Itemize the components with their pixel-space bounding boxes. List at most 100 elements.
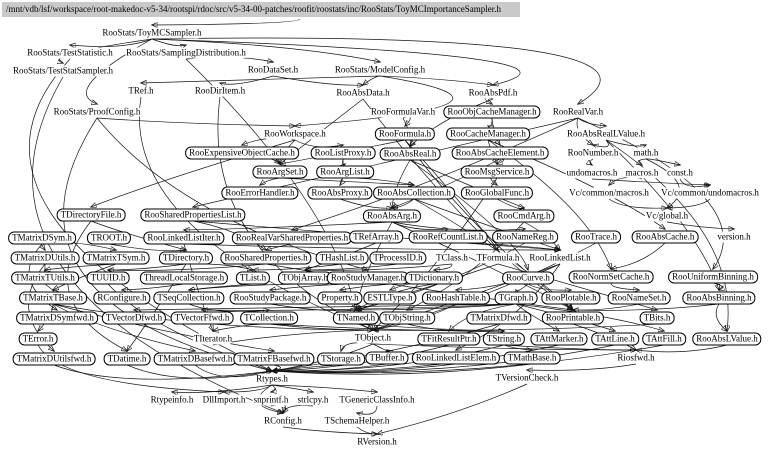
- graph-node[interactable]: TObject.h: [353, 332, 393, 344]
- graph-node[interactable]: RooFormulaVar.h: [369, 106, 437, 118]
- graph-node[interactable]: TBits.h: [639, 311, 675, 325]
- graph-node[interactable]: TObjString.h: [379, 311, 435, 325]
- graph-node[interactable]: DllImport.h: [201, 394, 247, 406]
- graph-node[interactable]: TBuffer.h: [365, 351, 409, 365]
- graph-node[interactable]: TGenericClassInfo.h: [338, 394, 416, 406]
- graph-node[interactable]: TUUID.h: [86, 271, 130, 285]
- graph-node[interactable]: TCollection.h: [240, 311, 298, 325]
- graph-node[interactable]: RooStats/TestStatSampler.h: [11, 65, 115, 77]
- graph-node[interactable]: TMathBase.h: [503, 351, 561, 365]
- graph-node[interactable]: TAttFill.h: [642, 332, 686, 346]
- graph-node[interactable]: TString.h: [482, 332, 526, 346]
- graph-node[interactable]: TMatrixDfwd.h: [466, 311, 532, 325]
- graph-node[interactable]: RooSharedProperties.h: [220, 251, 312, 265]
- graph-node[interactable]: RooStudyManager.h: [326, 271, 410, 285]
- graph-node[interactable]: TDictionary.h: [404, 271, 464, 285]
- graph-node[interactable]: Vc/common/undomacros.h: [660, 187, 760, 199]
- graph-node[interactable]: TRefArray.h: [349, 230, 403, 244]
- graph-node[interactable]: TStorage.h: [317, 352, 365, 366]
- graph-node[interactable]: RooRealVarSharedProperties.h: [231, 231, 353, 245]
- graph-node[interactable]: RVersion.h: [356, 436, 398, 448]
- graph-node[interactable]: RooNumber.h: [566, 147, 620, 159]
- graph-node[interactable]: Vc/global.h: [644, 210, 690, 222]
- graph-node[interactable]: version.h: [716, 231, 752, 243]
- graph-node[interactable]: RooRefCountList.h: [408, 230, 488, 244]
- graph-node[interactable]: TMatrixDSym.h: [8, 231, 76, 245]
- graph-node[interactable]: TList.h: [235, 271, 271, 285]
- graph-node[interactable]: Vc/common/macros.h: [568, 187, 650, 199]
- graph-node[interactable]: RooStats/SamplingDistribution.h: [125, 47, 247, 59]
- graph-node[interactable]: RooArgList.h: [316, 165, 374, 179]
- graph-node[interactable]: RooCmdArg.h: [493, 209, 555, 223]
- graph-node[interactable]: TFitResultPtr.h: [417, 332, 481, 346]
- graph-node[interactable]: RooAbsData.h: [335, 87, 391, 99]
- graph-node[interactable]: RooAbsRealLValue.h: [566, 128, 646, 140]
- graph-node[interactable]: snprintf.h: [252, 394, 290, 406]
- graph-node[interactable]: TDirectoryFile.h: [56, 208, 126, 222]
- graph-node[interactable]: RooNameSet.h: [607, 291, 671, 305]
- graph-node[interactable]: TRef.h: [127, 85, 155, 97]
- graph-node[interactable]: TMatrixDSymfwd.h: [16, 311, 98, 325]
- graph-node[interactable]: RooExpensiveObjectCache.h: [185, 146, 299, 160]
- graph-node[interactable]: RooAbsProxy.h: [307, 186, 373, 200]
- graph-node[interactable]: RooNameReg.h: [492, 230, 558, 244]
- graph-node[interactable]: RooTrace.h: [571, 230, 621, 244]
- graph-node[interactable]: RooAbsCollection.h: [373, 186, 455, 200]
- graph-node[interactable]: TClass.h: [435, 252, 469, 264]
- graph-node[interactable]: TVectorDfwd.h: [101, 311, 167, 325]
- graph-node[interactable]: TMatrixTUtils.h: [11, 271, 79, 285]
- graph-node[interactable]: RConfig.h: [263, 415, 303, 427]
- graph-node[interactable]: RooUniformBinning.h: [668, 270, 758, 284]
- graph-node[interactable]: RooGlobalFunc.h: [460, 186, 534, 200]
- graph-node[interactable]: TVectorFfwd.h: [170, 311, 234, 325]
- graph-node[interactable]: RooPrintable.h: [541, 311, 605, 325]
- graph-node[interactable]: RooStudyPackage.h: [229, 291, 311, 305]
- graph-node[interactable]: RooDataSet.h: [246, 64, 300, 76]
- graph-node[interactable]: ESTLType.h: [363, 291, 417, 305]
- graph-node[interactable]: RooCurve.h: [502, 271, 554, 285]
- graph-node[interactable]: TMatrixTBase.h: [19, 291, 87, 305]
- graph-node[interactable]: TMatrixTSym.h: [82, 251, 150, 265]
- graph-node[interactable]: RooNormSetCache.h: [568, 270, 654, 284]
- graph-node[interactable]: RooAbsCacheElement.h: [451, 146, 549, 160]
- graph-node[interactable]: Property.h: [317, 291, 363, 305]
- graph-node[interactable]: undomacros.h: [565, 167, 619, 179]
- graph-node[interactable]: RConfigure.h: [93, 291, 151, 305]
- graph-node[interactable]: TDirectory.h: [158, 251, 214, 265]
- graph-node[interactable]: RooAbsLValue.h: [692, 332, 762, 346]
- graph-node[interactable]: const.h: [666, 167, 694, 179]
- graph-node[interactable]: TGraph.h: [494, 291, 538, 305]
- graph-node[interactable]: RooFormula.h: [374, 127, 436, 141]
- graph-node[interactable]: TDatime.h: [103, 352, 151, 366]
- graph-node[interactable]: Riosfwd.h: [616, 352, 656, 364]
- graph-node[interactable]: TProcessID.h: [369, 251, 427, 265]
- graph-node[interactable]: RooAbsReal.h: [379, 147, 441, 161]
- graph-node[interactable]: RooAbsPdf.h: [467, 87, 519, 99]
- graph-node[interactable]: TMatrixFBasefwd.h: [233, 352, 315, 366]
- graph-node[interactable]: RooWorkspace.h: [263, 128, 327, 140]
- graph-node[interactable]: RooLinkedListIter.h: [143, 231, 225, 245]
- graph-node[interactable]: TNamed.h: [332, 311, 380, 325]
- graph-node[interactable]: TFormula.h: [475, 252, 521, 264]
- graph-node[interactable]: RooErrorHandler.h: [221, 186, 299, 200]
- graph-node[interactable]: RooAbsCache.h: [631, 230, 699, 244]
- graph-node[interactable]: TSchemaHelper.h: [323, 415, 391, 427]
- graph-node[interactable]: TAttLine.h: [591, 332, 639, 346]
- graph-node[interactable]: RooStats/TestStatistic.h: [26, 47, 114, 59]
- graph-node[interactable]: TMatrixDUtilsfwd.h: [12, 352, 96, 366]
- graph-node[interactable]: RooLinkedList.h: [528, 252, 592, 264]
- graph-node[interactable]: RooStats/ProofConfig.h: [52, 106, 142, 118]
- graph-node[interactable]: TObjArray.h: [278, 271, 332, 285]
- graph-node[interactable]: TVersionCheck.h: [494, 372, 560, 384]
- graph-node[interactable]: TIterator.h: [192, 333, 234, 345]
- graph-node[interactable]: TAttMarker.h: [530, 332, 588, 346]
- graph-node[interactable]: TError.h: [18, 332, 58, 346]
- graph-node[interactable]: RooCacheManager.h: [446, 127, 530, 141]
- graph-node[interactable]: RooHashTable.h: [421, 291, 491, 305]
- graph-node[interactable]: math.h: [632, 147, 660, 159]
- graph-node[interactable]: RooSharedPropertiesList.h: [140, 208, 246, 222]
- graph-node[interactable]: strlcpy.h: [296, 394, 330, 406]
- graph-node[interactable]: TROOT.h: [86, 231, 132, 245]
- graph-node[interactable]: RooPlotable.h: [541, 291, 601, 305]
- graph-node[interactable]: Rtypeinfo.h: [149, 394, 195, 406]
